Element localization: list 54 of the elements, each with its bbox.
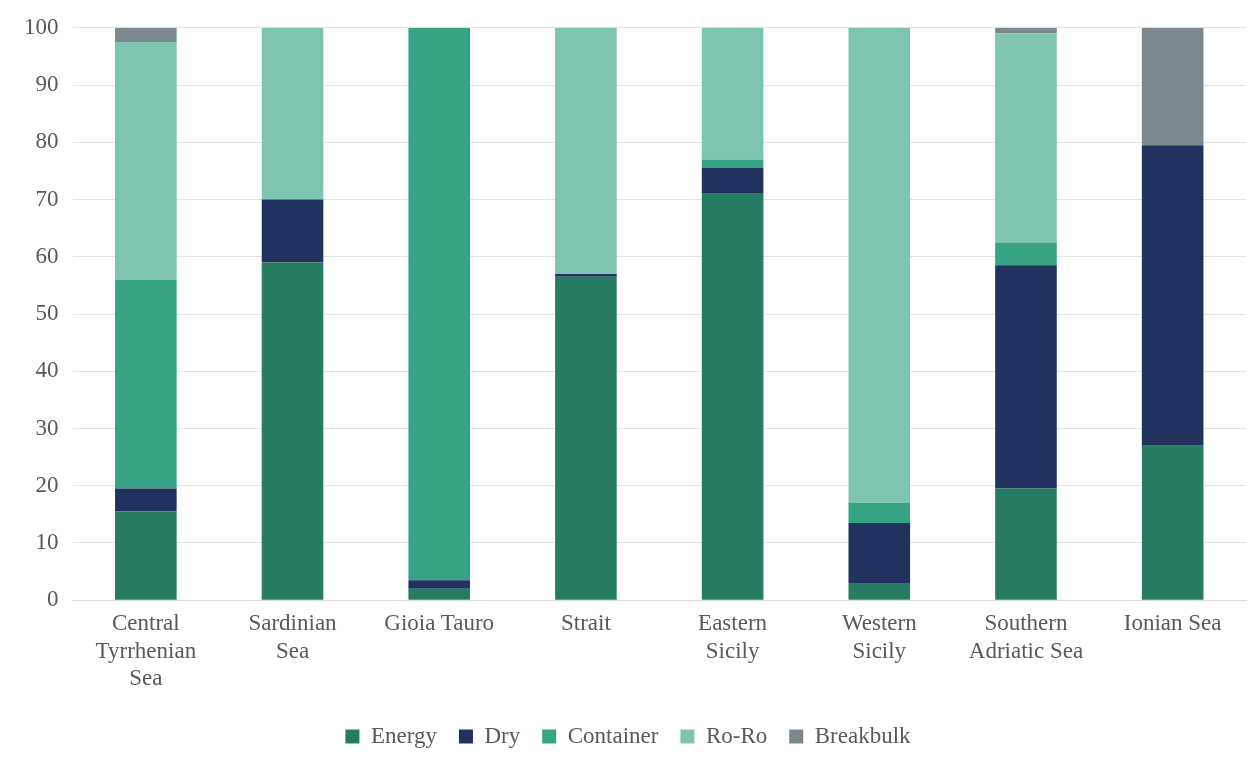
bar (115, 279, 177, 489)
bar (848, 502, 911, 523)
y-tick-label: 30 (35, 414, 59, 440)
bar (995, 488, 1057, 600)
legend-label: Breakbulk (814, 722, 912, 748)
bar (115, 511, 177, 600)
bar (995, 242, 1057, 266)
bar (408, 27, 471, 581)
bar (995, 33, 1057, 243)
legend-label: Dry (484, 722, 521, 748)
bar (848, 522, 911, 584)
x-tick-label: Southern Adriatic Sea (968, 610, 1084, 663)
x-tick-label: Western Sicily (841, 610, 918, 663)
bar (995, 27, 1057, 34)
bar (1141, 445, 1204, 600)
bar (1141, 145, 1204, 446)
legend-label: Container (567, 722, 659, 748)
y-tick-label: 100 (24, 13, 59, 39)
y-tick-label: 70 (35, 185, 59, 211)
x-tick-label: Strait (560, 610, 612, 636)
bar (701, 193, 764, 600)
bar (555, 273, 617, 277)
bar (555, 276, 617, 600)
bar (701, 27, 764, 160)
bar (848, 27, 911, 503)
bar (261, 262, 324, 600)
bar (261, 27, 324, 200)
x-tick-label: Gioia Tauro (384, 610, 495, 636)
y-tick-label: 50 (35, 300, 59, 326)
y-tick-label: 80 (35, 128, 59, 154)
x-tick-label: Ionian Sea (1123, 610, 1222, 636)
legend-label: Ro-Ro (705, 722, 768, 748)
bar (701, 168, 764, 194)
x-tick-label: Central Tyrrhenian Sea (95, 610, 197, 691)
bar (555, 27, 617, 274)
bar (408, 580, 471, 589)
y-tick-label: 40 (35, 357, 59, 383)
x-tick-label: Sardinian Sea (248, 610, 338, 663)
bar (115, 488, 177, 512)
bar (1141, 27, 1204, 146)
y-tick-label: 10 (35, 529, 59, 555)
bar (261, 199, 324, 263)
legend-label: Energy (370, 722, 438, 748)
bar (848, 583, 911, 600)
bar (115, 27, 177, 43)
x-tick-label: Eastern Sicily (698, 610, 768, 663)
bar (408, 588, 471, 600)
y-tick-label: 60 (35, 242, 59, 268)
y-tick-label: 20 (35, 471, 59, 497)
bar (701, 159, 764, 169)
y-tick-label: 90 (35, 71, 59, 97)
bar (995, 265, 1057, 489)
bar (115, 42, 177, 280)
y-tick-label: 0 (47, 586, 59, 612)
